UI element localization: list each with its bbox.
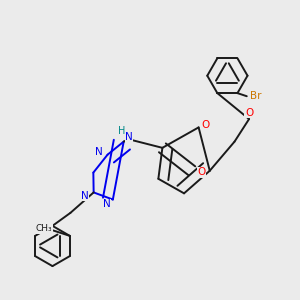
Text: CH₃: CH₃ <box>36 224 52 233</box>
Text: N: N <box>125 132 133 142</box>
Text: O: O <box>201 120 209 130</box>
Text: O: O <box>245 108 253 118</box>
Text: Br: Br <box>250 91 262 101</box>
Text: N: N <box>103 199 110 209</box>
Text: N: N <box>81 190 89 200</box>
Text: N: N <box>95 146 103 157</box>
Text: H: H <box>118 126 125 136</box>
Text: O: O <box>198 167 206 177</box>
